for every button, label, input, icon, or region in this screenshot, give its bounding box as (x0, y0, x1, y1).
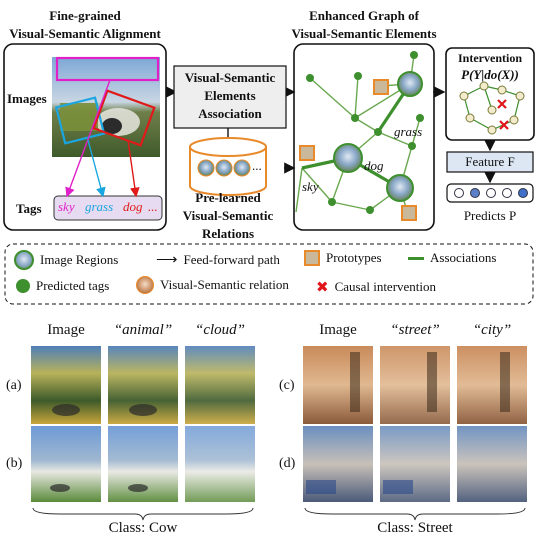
cow-examples (31, 346, 255, 502)
legend-image-regions: Image Regions (14, 250, 118, 270)
association-line-3: Association (198, 106, 262, 121)
legend-associations: Associations (408, 250, 496, 266)
legend-vs-relation: Visual-Semantic relation (136, 276, 289, 294)
legend-causal: ✖ Causal intervention (316, 278, 436, 296)
legend-box (4, 243, 534, 305)
street-header-city: “city” (472, 322, 512, 338)
class-cow-label: Class: Cow (108, 520, 178, 536)
cow-header-cloud: “cloud” (194, 322, 245, 338)
cross-icon: ✖ (316, 278, 329, 296)
legend-associations-label: Associations (430, 250, 497, 265)
association-line-2: Elements (204, 88, 256, 103)
legend-prototypes: Prototypes (304, 250, 382, 266)
association-line-icon (408, 256, 424, 260)
graph-title-2: Visual-Semantic Elements (291, 26, 437, 41)
graph-label-dog: dog (364, 158, 384, 173)
alignment-title-1: Fine-grained (49, 8, 121, 23)
class-street-label: Class: Street (377, 520, 453, 536)
legend-prototypes-label: Prototypes (326, 250, 382, 265)
legend-predicted-tags: Predicted tags (16, 278, 109, 294)
legend-vs-relation-label: Visual-Semantic relation (160, 277, 289, 292)
tags-box (53, 195, 163, 221)
tag-ellipsis: ... (148, 199, 158, 214)
intervention-crosses (497, 99, 509, 130)
tags-label: Tags (16, 201, 42, 216)
intervention-title: Intervention (458, 51, 522, 65)
legend-image-regions-label: Image Regions (40, 252, 119, 267)
tag-grass: grass (85, 199, 114, 214)
vs-relation-icon (136, 276, 154, 294)
intervention-formula: P(Y|do(X)) (461, 67, 519, 82)
feature-label: Feature F (465, 154, 515, 169)
region-grass-box (54, 96, 106, 145)
images-label: Images (7, 91, 47, 106)
graph-panel (293, 43, 435, 231)
street-header-image: Image (319, 322, 357, 338)
cow-header-image: Image (47, 322, 85, 338)
association-line-1: Visual-Semantic (184, 70, 276, 85)
legend-causal-label: Causal intervention (334, 279, 437, 294)
row-label-d: (d) (279, 456, 296, 471)
row-label-c: (c) (279, 378, 295, 393)
alignment-panel (3, 43, 167, 231)
image-region-icon (14, 250, 34, 270)
predicts-label: Predicts P (463, 208, 517, 223)
row-label-a: (a) (6, 378, 22, 393)
tag-dog: dog (123, 199, 143, 214)
legend-predicted-tags-label: Predicted tags (36, 278, 110, 293)
region-sky-box (55, 56, 160, 82)
street-header-street: “street” (390, 322, 440, 338)
predicted-tag-dot-icon (16, 279, 30, 293)
graph-title-1: Enhanced Graph of (309, 8, 419, 23)
graph-nodes (306, 51, 424, 214)
prelearned-line-2: Visual-Semantic (182, 208, 274, 223)
row-label-b: (b) (6, 456, 23, 471)
association-box (173, 65, 287, 129)
arrow-right-icon: ⟶ (156, 252, 178, 268)
database-ellipsis: ... (252, 158, 262, 173)
database-cylinder (189, 137, 267, 196)
cow-header-animal: “animal” (113, 322, 173, 338)
legend-feed-forward-label: Feed-forward path (183, 251, 280, 267)
street-examples (303, 346, 527, 502)
tag-sky: sky (58, 199, 75, 214)
prelearned-line-1: Pre-learned (195, 190, 261, 205)
graph-label-grass: grass (394, 124, 423, 139)
graph-label-sky: sky (302, 179, 319, 194)
prototype-icon (304, 250, 320, 266)
region-dog-box (92, 89, 156, 147)
alignment-title-2: Visual-Semantic Alignment (9, 26, 161, 41)
prelearned-line-3: Relations (202, 226, 254, 241)
legend-feed-forward: ⟶ Feed-forward path (156, 250, 280, 269)
